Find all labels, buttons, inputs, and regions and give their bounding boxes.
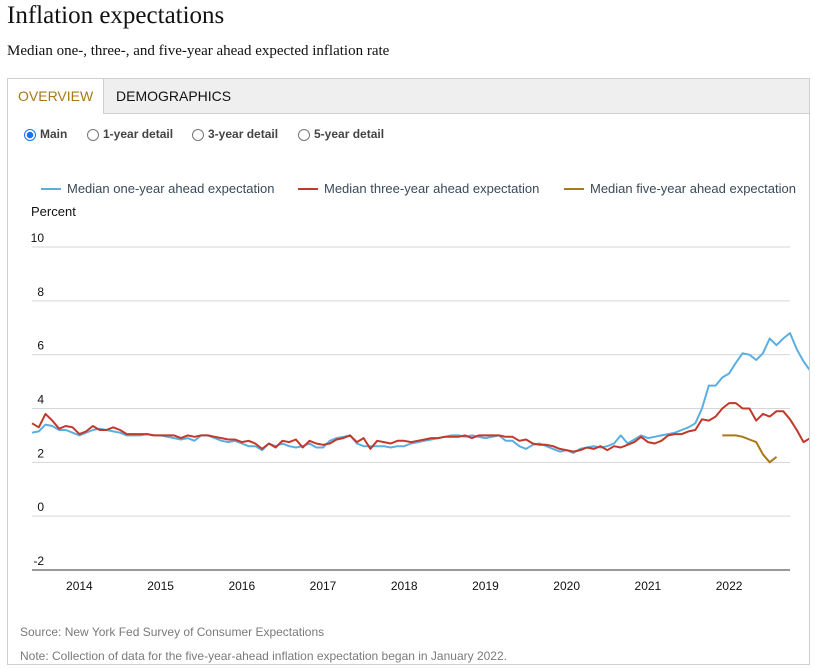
tab-bar: OVERVIEW DEMOGRAPHICS xyxy=(8,79,809,114)
y-tick-label: 8 xyxy=(37,285,44,299)
data-note: Note: Collection of data for the five-ye… xyxy=(20,649,507,663)
tab-overview[interactable]: OVERVIEW xyxy=(8,79,104,114)
y-tick-label: 0 xyxy=(37,500,44,514)
chart-legend: Median one-year ahead expectation Median … xyxy=(41,181,796,196)
radio-3-year-detail[interactable]: 3-year detail xyxy=(192,127,278,141)
chart-panel: OVERVIEW DEMOGRAPHICS Main 1-year detail… xyxy=(7,78,810,665)
radio-3-year-label: 3-year detail xyxy=(208,127,279,141)
radio-empty-icon xyxy=(192,129,204,141)
radio-1-year-detail[interactable]: 1-year detail xyxy=(87,127,173,141)
y-tick-label: -2 xyxy=(33,554,44,568)
x-tick-label: 2018 xyxy=(391,579,418,593)
radio-5-year-detail[interactable]: 5-year detail xyxy=(298,127,384,141)
x-tick-label: 2014 xyxy=(66,579,93,593)
x-tick-label: 2017 xyxy=(310,579,337,593)
radio-1-year-label: 1-year detail xyxy=(103,127,174,141)
page-subtitle: Median one-, three-, and five-year ahead… xyxy=(7,43,390,59)
radio-5-year-label: 5-year detail xyxy=(314,127,385,141)
y-tick-label: 6 xyxy=(37,339,44,353)
x-axis-ticks: 2014 2015 2016 2017 2018 2019 2020 2021 2022 xyxy=(66,579,743,593)
x-tick-label: 2016 xyxy=(228,579,255,593)
y-tick-label: 10 xyxy=(31,231,45,245)
y-tick-label: 4 xyxy=(37,393,44,407)
x-tick-label: 2021 xyxy=(635,579,662,593)
source-note: Source: New York Fed Survey of Consumer … xyxy=(20,625,325,639)
chart-series xyxy=(31,332,809,464)
x-tick-label: 2019 xyxy=(472,579,499,593)
radio-selected-icon xyxy=(24,129,36,141)
y-tick-label: 2 xyxy=(37,446,44,460)
tab-demographics[interactable]: DEMOGRAPHICS xyxy=(116,88,232,104)
legend-item-label[interactable]: Median three-year ahead expectation xyxy=(324,181,539,196)
radio-main-label: Main xyxy=(40,127,68,141)
y-axis-ticks: -2 0 2 4 6 8 10 xyxy=(31,231,45,568)
series-line-2 xyxy=(722,434,778,464)
series-line-1 xyxy=(31,402,809,453)
radio-empty-icon xyxy=(87,129,99,141)
chart-gridlines xyxy=(32,246,790,571)
page-title: Inflation expectations xyxy=(7,2,225,29)
legend-item-label[interactable]: Median five-year ahead expectation xyxy=(590,181,796,196)
inflation-line-chart: Median one-year ahead expectation Median … xyxy=(31,181,809,593)
y-axis-label: Percent xyxy=(31,204,76,219)
legend-item-label[interactable]: Median one-year ahead expectation xyxy=(67,181,274,196)
x-tick-label: 2015 xyxy=(147,579,174,593)
x-tick-label: 2022 xyxy=(716,579,743,593)
radio-main[interactable]: Main xyxy=(24,127,67,141)
radio-empty-icon xyxy=(298,129,310,141)
x-tick-label: 2020 xyxy=(553,579,580,593)
